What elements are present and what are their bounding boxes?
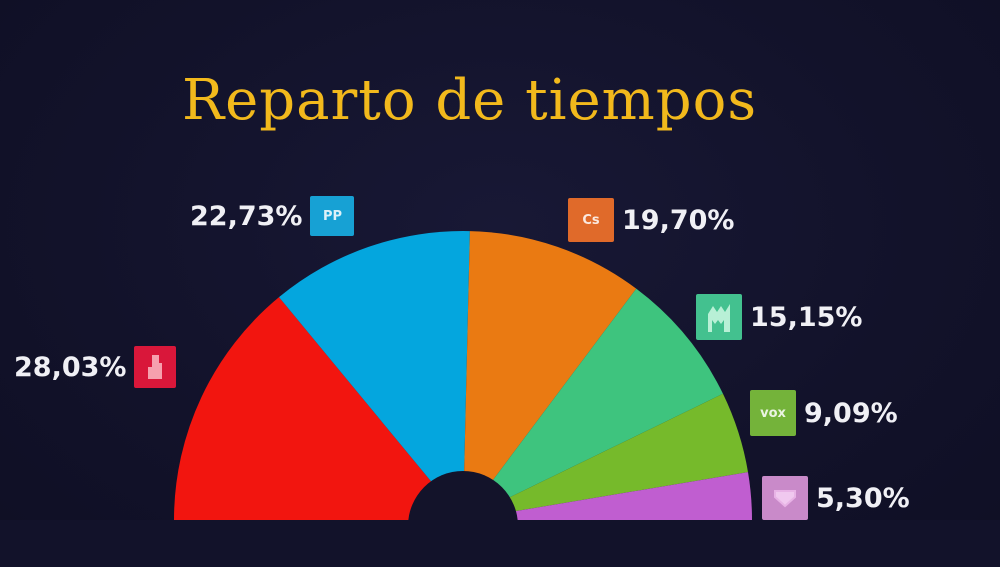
label-podemos: 5,30% — [762, 476, 910, 520]
value-podemos: 5,30% — [816, 482, 910, 514]
slice-ciudadanos — [463, 231, 637, 520]
baseline-mask — [0, 520, 1000, 567]
vox-logo-icon: vox — [750, 390, 796, 436]
label-vox: vox 9,09% — [750, 390, 898, 436]
slice-pp — [278, 231, 470, 520]
slice-vox — [463, 393, 749, 520]
value-pp: 22,73% — [190, 200, 303, 232]
label-cs: Cs 19,70% — [568, 198, 734, 242]
pp-logo-icon: PP — [310, 196, 355, 236]
chart-title: Reparto de tiempos — [182, 68, 758, 133]
label-psoe: 28,03% — [14, 346, 177, 388]
value-vox: 9,09% — [804, 397, 898, 429]
cs-logo-icon: Cs — [568, 198, 614, 242]
slice-psoe — [174, 297, 463, 520]
value-mas-madrid: 15,15% — [750, 301, 863, 333]
value-psoe: 28,03% — [14, 351, 127, 383]
mas-madrid-logo-icon — [696, 294, 742, 340]
podemos-logo-icon — [762, 476, 808, 520]
slice-podemos — [463, 472, 752, 520]
slice-más-madrid — [463, 288, 723, 520]
label-pp: 22,73% PP — [190, 196, 355, 236]
psoe-logo-icon — [134, 346, 177, 388]
label-mas-madrid: 15,15% — [696, 294, 862, 340]
value-cs: 19,70% — [622, 204, 735, 236]
